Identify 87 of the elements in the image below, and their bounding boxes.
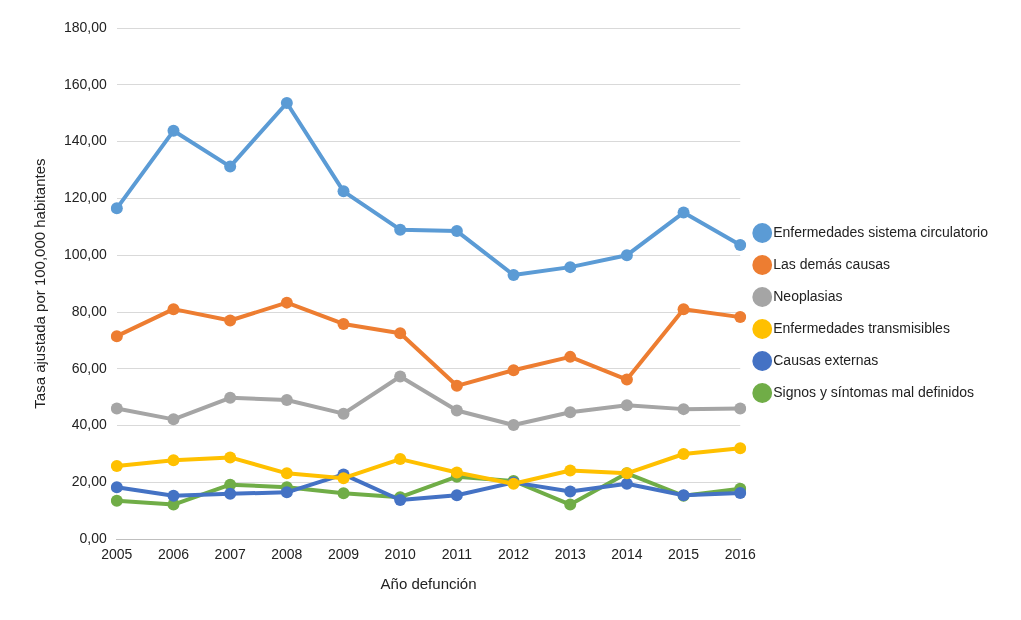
y-tick-label: 60,00 (71, 359, 108, 376)
point (507, 364, 520, 377)
point (507, 269, 520, 282)
point (677, 403, 690, 416)
x-tick-label: 2008 (271, 546, 303, 563)
y-tick-label: 120,00 (63, 189, 108, 206)
point (167, 124, 180, 137)
point (224, 314, 237, 327)
legend-label: Causas externas (773, 351, 879, 368)
x-tick-label: 2007 (214, 546, 246, 563)
point (337, 407, 350, 420)
point (620, 399, 633, 412)
point (167, 413, 180, 426)
x-tick-label: 2015 (667, 546, 700, 563)
point (110, 402, 123, 415)
point (620, 373, 633, 386)
x-tick-label: 2009 (327, 546, 360, 563)
legend-label: Neoplasias (773, 287, 843, 304)
y-tick-label: 180,00 (63, 18, 108, 35)
point (280, 486, 293, 499)
y-tick-label: 20,00 (71, 473, 108, 490)
legend-label: Las demás causas (773, 255, 890, 272)
x-tick-label: 2016 (724, 546, 757, 563)
point (394, 327, 407, 340)
point (167, 489, 180, 502)
point (734, 486, 747, 499)
point (450, 379, 463, 392)
legend-label: Signos y síntomas mal definidos (773, 383, 975, 400)
point (734, 238, 747, 251)
y-axis-title: Tasa ajustada por 100,000 habitantes (31, 158, 49, 409)
point (507, 419, 520, 432)
point (734, 311, 747, 324)
point (224, 451, 237, 464)
x-tick-label: 2010 (384, 546, 416, 563)
y-tick-label: 40,00 (71, 416, 108, 433)
legend-label: Enfermedades sistema circulatorio (773, 223, 989, 240)
point (167, 454, 180, 467)
x-tick-label: 2005 (101, 546, 133, 563)
y-tick-label: 0,00 (79, 530, 108, 547)
x-tick-label: 2011 (441, 546, 473, 563)
point (564, 498, 577, 511)
y-tick-label: 160,00 (63, 75, 108, 92)
legend-label: Enfermedades transmisibles (773, 319, 950, 336)
point (620, 249, 633, 262)
point (337, 472, 350, 485)
point (110, 481, 123, 494)
y-tick-label: 100,00 (63, 246, 108, 263)
point (110, 459, 123, 472)
point (280, 96, 293, 109)
point (734, 402, 747, 415)
point (677, 206, 690, 219)
point (677, 303, 690, 316)
point (564, 261, 577, 274)
point (394, 453, 407, 466)
point (734, 442, 747, 455)
point (450, 489, 463, 502)
point (450, 404, 463, 417)
point (450, 466, 463, 479)
point (564, 485, 577, 498)
point (564, 350, 577, 363)
y-tick-label: 80,00 (71, 302, 108, 319)
point (224, 487, 237, 500)
point (564, 406, 577, 419)
point (110, 330, 123, 343)
point (677, 448, 690, 460)
x-tick-label: 2014 (611, 546, 643, 563)
point (280, 296, 293, 309)
x-axis-title: Año defunción (380, 575, 477, 593)
point (110, 494, 123, 507)
point (337, 487, 350, 500)
point (280, 394, 293, 407)
point (564, 464, 577, 477)
x-tick-label: 2013 (554, 546, 586, 563)
y-tick-label: 140,00 (63, 132, 108, 149)
point (620, 477, 633, 490)
point (337, 185, 350, 198)
x-tick-label: 2006 (157, 546, 190, 563)
x-tick-label: 2012 (497, 546, 530, 563)
point (110, 202, 123, 215)
point (167, 303, 180, 316)
point (224, 160, 237, 173)
point (394, 223, 407, 236)
point (394, 370, 407, 383)
point (224, 391, 237, 404)
point (337, 317, 350, 330)
point (280, 467, 293, 480)
point (450, 225, 463, 238)
